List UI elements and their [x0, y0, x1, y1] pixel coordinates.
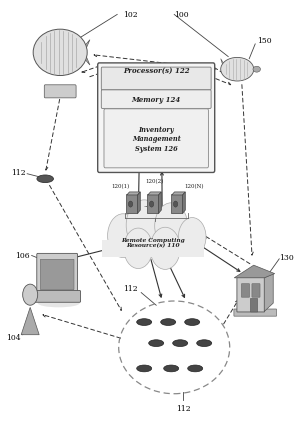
Polygon shape	[159, 193, 161, 214]
Polygon shape	[264, 274, 273, 312]
Text: 120(N): 120(N)	[184, 183, 203, 188]
FancyBboxPatch shape	[104, 109, 208, 168]
Circle shape	[129, 201, 133, 207]
FancyArrowPatch shape	[43, 314, 121, 338]
FancyBboxPatch shape	[101, 68, 211, 91]
Polygon shape	[148, 193, 161, 196]
Text: 100: 100	[174, 12, 189, 19]
FancyBboxPatch shape	[234, 309, 277, 317]
FancyArrowPatch shape	[216, 80, 231, 86]
Circle shape	[124, 229, 153, 269]
FancyBboxPatch shape	[98, 64, 215, 173]
FancyBboxPatch shape	[37, 254, 78, 294]
Circle shape	[174, 201, 178, 207]
Circle shape	[126, 200, 162, 251]
Text: 120(2): 120(2)	[146, 179, 164, 184]
Text: Remote Computing
Resource(s) 110: Remote Computing Resource(s) 110	[121, 237, 185, 248]
FancyArrowPatch shape	[82, 67, 99, 73]
Circle shape	[149, 201, 154, 207]
Ellipse shape	[188, 365, 203, 372]
Text: ..: ..	[144, 201, 148, 207]
Polygon shape	[127, 193, 140, 196]
Polygon shape	[21, 308, 39, 335]
Text: Processor(s) 122: Processor(s) 122	[123, 67, 189, 75]
Ellipse shape	[253, 67, 260, 73]
FancyArrowPatch shape	[242, 86, 253, 256]
FancyArrowPatch shape	[151, 260, 162, 297]
Ellipse shape	[37, 176, 54, 183]
FancyArrowPatch shape	[50, 186, 121, 311]
Ellipse shape	[149, 340, 164, 347]
Circle shape	[108, 214, 139, 258]
FancyBboxPatch shape	[34, 291, 80, 302]
FancyArrowPatch shape	[197, 244, 240, 272]
FancyBboxPatch shape	[40, 260, 74, 290]
FancyBboxPatch shape	[171, 195, 183, 214]
FancyBboxPatch shape	[126, 195, 138, 214]
Circle shape	[178, 218, 206, 257]
FancyArrowPatch shape	[166, 260, 185, 298]
Ellipse shape	[221, 58, 254, 82]
FancyArrowPatch shape	[90, 71, 107, 78]
Polygon shape	[172, 193, 185, 196]
Circle shape	[23, 285, 38, 305]
Polygon shape	[79, 53, 90, 66]
Text: 112: 112	[124, 285, 138, 293]
Polygon shape	[221, 60, 227, 70]
Polygon shape	[138, 193, 140, 214]
Text: 102: 102	[123, 12, 138, 19]
Ellipse shape	[197, 340, 212, 347]
FancyArrowPatch shape	[224, 300, 238, 324]
Polygon shape	[234, 265, 275, 278]
FancyBboxPatch shape	[44, 86, 76, 99]
FancyBboxPatch shape	[250, 299, 258, 312]
FancyArrowPatch shape	[73, 249, 109, 259]
FancyBboxPatch shape	[101, 91, 211, 109]
FancyArrowPatch shape	[137, 174, 140, 217]
Text: Memory 124: Memory 124	[132, 96, 181, 104]
Text: 112: 112	[176, 404, 191, 412]
Ellipse shape	[173, 340, 188, 347]
FancyArrowPatch shape	[94, 55, 215, 70]
Ellipse shape	[33, 30, 87, 76]
FancyArrowPatch shape	[204, 236, 250, 264]
Polygon shape	[79, 40, 90, 53]
Text: 120(1): 120(1)	[111, 183, 129, 188]
Text: 150: 150	[257, 37, 271, 45]
Text: Inventory
Management
System 126: Inventory Management System 126	[132, 126, 181, 152]
FancyBboxPatch shape	[241, 284, 249, 297]
FancyArrowPatch shape	[214, 68, 235, 81]
FancyBboxPatch shape	[147, 195, 159, 214]
Ellipse shape	[38, 299, 80, 308]
Text: 112: 112	[11, 169, 26, 177]
Ellipse shape	[137, 319, 152, 326]
Ellipse shape	[161, 319, 176, 326]
FancyArrowPatch shape	[161, 173, 163, 216]
Circle shape	[150, 228, 180, 270]
Ellipse shape	[137, 365, 152, 372]
Ellipse shape	[164, 365, 179, 372]
Polygon shape	[183, 193, 185, 214]
Text: 130: 130	[279, 253, 294, 261]
Bar	[102, 240, 204, 257]
FancyArrowPatch shape	[45, 100, 60, 170]
Text: 106: 106	[16, 251, 30, 259]
Circle shape	[155, 203, 188, 250]
FancyBboxPatch shape	[237, 278, 264, 312]
Ellipse shape	[185, 319, 200, 326]
Text: 104: 104	[6, 333, 21, 341]
FancyBboxPatch shape	[252, 284, 260, 297]
